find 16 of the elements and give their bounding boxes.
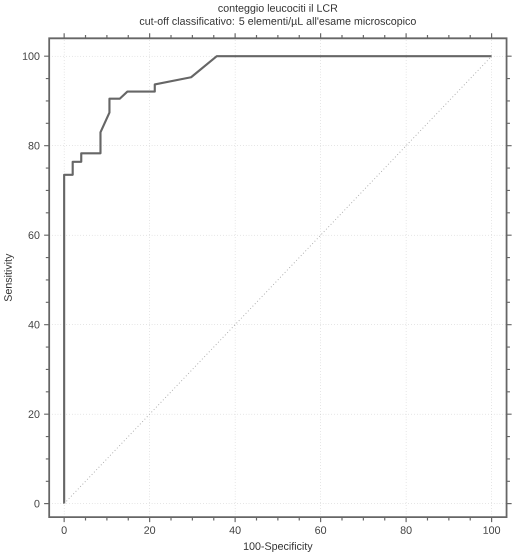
y-tick-label: 20 xyxy=(28,410,40,418)
x-tick-label: 60 xyxy=(315,526,326,534)
y-tick-label: 60 xyxy=(28,231,40,239)
chart-title: conteggio leucociti il LCR xyxy=(218,4,338,14)
y-tick-label: 100 xyxy=(22,52,40,60)
x-tick-label: 0 xyxy=(61,526,67,534)
x-tick-label: 40 xyxy=(229,526,241,534)
y-tick-label: 0 xyxy=(34,500,40,508)
x-tick-label: 20 xyxy=(144,526,156,534)
x-axis-title: 100-Specificity xyxy=(244,542,312,552)
y-axis-title: Sensitivity xyxy=(4,254,14,302)
chart-subtitle: cut-off classificativo: 5 elementi/µL all'esame microscopico xyxy=(140,17,416,27)
y-tick-label: 40 xyxy=(28,320,40,328)
y-tick-label: 80 xyxy=(28,142,40,150)
x-tick-label: 80 xyxy=(400,526,412,534)
x-tick-label: 100 xyxy=(483,526,500,534)
